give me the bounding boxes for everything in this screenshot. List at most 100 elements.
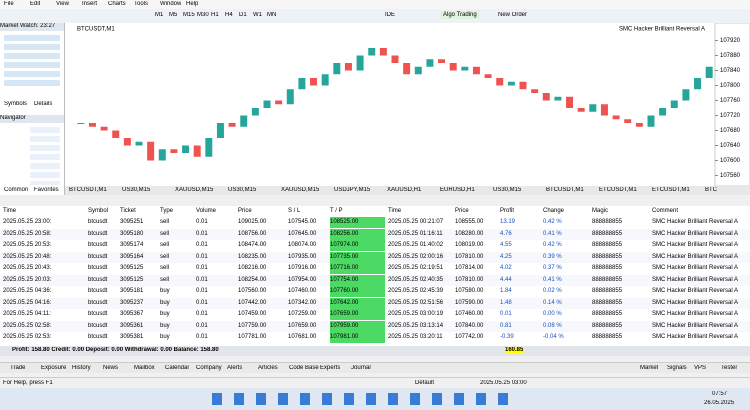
order-button[interactable]: New Order xyxy=(498,12,528,18)
timeframe-button[interactable]: M1 xyxy=(155,12,164,18)
column-header: Magic xyxy=(592,208,609,214)
date: 26.05.2025 xyxy=(704,400,735,406)
table-cell: btcusdt xyxy=(88,219,108,225)
bottom-tab[interactable]: Journal xyxy=(351,365,371,371)
menu-item[interactable]: Edit xyxy=(30,1,41,7)
bottom-tab[interactable]: Mailbox xyxy=(134,365,155,371)
chart-tab[interactable]: XAUUSD,M15 xyxy=(281,187,320,193)
timeframe-button[interactable]: H4 xyxy=(225,12,233,18)
table-cell: 0.41 % xyxy=(543,230,562,237)
timeframe-button[interactable]: H1 xyxy=(211,12,219,18)
chart-tab[interactable]: ETCUSDT,M1 xyxy=(599,187,637,193)
table-cell: 107580.00 xyxy=(455,288,484,294)
summary-total: 160.85 xyxy=(505,347,524,353)
menu-item[interactable]: Insert xyxy=(82,1,98,7)
bottom-tab[interactable]: Articles xyxy=(258,365,278,371)
bottom-tab[interactable]: News xyxy=(103,365,119,371)
bottom-tab[interactable]: Alerts xyxy=(227,365,243,371)
bottom-tab[interactable]: Trade xyxy=(10,365,26,371)
tab[interactable]: Symbols xyxy=(4,101,28,107)
table-cell: 3095181 xyxy=(120,288,144,294)
menu-item[interactable]: Help xyxy=(186,1,199,7)
candle xyxy=(112,130,120,138)
menu-item[interactable]: Window xyxy=(160,1,182,7)
candle xyxy=(88,123,96,127)
chart-tab[interactable]: US30,M15 xyxy=(228,187,257,193)
chart-tab[interactable]: BTCUSDT,M1 xyxy=(546,187,584,193)
chart-tab[interactable]: BTC xyxy=(705,187,717,193)
table-cell: 2025.05.25 04:11: xyxy=(3,311,51,317)
timeframe-button[interactable]: D1 xyxy=(239,12,247,18)
table-cell: 0.42 % xyxy=(543,242,562,248)
table-cell: 0.08 % xyxy=(543,322,562,329)
candle xyxy=(438,59,446,63)
bottom-tabs: Trade Exposure History News Mailbox Calendar C… xyxy=(0,362,750,373)
right-tab[interactable]: VPS xyxy=(694,365,707,371)
timeframe-button[interactable]: M30 xyxy=(197,12,209,18)
right-tab[interactable]: Market xyxy=(640,365,659,371)
chart-tab[interactable]: US30,M15 xyxy=(493,187,522,193)
bottom-tab[interactable]: Exposure xyxy=(41,365,67,371)
timeframe-button[interactable]: M15 xyxy=(183,12,195,18)
chart-tab[interactable]: US30,M15 xyxy=(122,187,151,193)
menu-item[interactable]: File xyxy=(4,1,14,7)
chart: SMC Hacker Brilliant Reversal A BTCUSDT,… xyxy=(65,23,750,186)
table-cell: 0.02 % xyxy=(543,288,562,294)
candle xyxy=(298,78,306,90)
ide-button[interactable]: IDE xyxy=(385,12,396,18)
table-cell: 888888855 xyxy=(592,230,623,237)
menu-item[interactable]: Tools xyxy=(134,1,149,7)
table-cell: 107659.00 xyxy=(288,322,317,329)
table-cell: SMC Hacker Brilliant Reversal A xyxy=(652,334,739,340)
candle xyxy=(414,66,422,75)
chart-tab[interactable]: ETCUSDT,M1 xyxy=(652,187,690,193)
chart-tab[interactable]: XAUUSD,H1 xyxy=(387,187,422,193)
y-tick-label: 107920 xyxy=(720,38,741,44)
table-cell: btcusdt xyxy=(88,230,108,237)
column-header: Ticket xyxy=(120,208,136,214)
bottom-tab[interactable]: Calendar xyxy=(165,365,190,371)
table-cell: 2025.05.25 02:00:16 xyxy=(388,253,444,260)
table-cell: 107645.00 xyxy=(288,230,317,237)
right-tab[interactable]: Tester xyxy=(721,365,738,371)
table-cell: 3095367 xyxy=(120,311,144,317)
table-cell: SMC Hacker Brilliant Reversal A xyxy=(652,288,739,294)
timeframe-button[interactable]: W1 xyxy=(253,12,262,18)
chart-tab[interactable]: EURUSD,H1 xyxy=(440,187,475,193)
bottom-tab[interactable]: Experts xyxy=(320,365,341,371)
chart-tab[interactable]: USDJPY,M15 xyxy=(334,187,371,193)
table-cell: 2025.05.25 20:58: xyxy=(3,230,52,237)
candle xyxy=(705,66,713,78)
column-header: Price xyxy=(455,208,469,214)
table-cell: 2025.05.25 03:13:14 xyxy=(388,322,444,329)
timeframe-button[interactable]: M5 xyxy=(169,12,178,18)
price-axis xyxy=(714,23,750,186)
table-cell: 108254.00 xyxy=(238,276,267,283)
table-cell: SMC Hacker Brilliant Reversal A xyxy=(652,253,739,260)
right-tab[interactable]: Signals xyxy=(667,365,687,371)
navigator-list xyxy=(30,127,60,185)
table-cell: SMC Hacker Brilliant Reversal A xyxy=(652,311,739,317)
algo-button[interactable]: Algo Trading xyxy=(440,11,480,19)
table-cell: SMC Hacker Brilliant Reversal A xyxy=(652,299,739,306)
table-cell: 2025.05.25 20:48: xyxy=(3,253,52,260)
candle xyxy=(193,145,201,157)
chart-tab[interactable]: XAUUSD,M15 xyxy=(175,187,214,193)
tab[interactable]: Details xyxy=(34,101,53,107)
candle xyxy=(472,66,480,75)
table-cell: 2025.05.25 01:16:11 xyxy=(388,230,443,237)
table-cell: 888888855 xyxy=(592,276,623,283)
bottom-tab[interactable]: History xyxy=(72,365,91,371)
chart-tab[interactable]: BTCUSDT,M1 xyxy=(69,187,107,193)
menu-item[interactable]: View xyxy=(56,1,69,7)
tab[interactable]: Favorites xyxy=(34,187,59,193)
bottom-tab[interactable]: Code Base xyxy=(289,365,319,371)
candle xyxy=(158,149,166,161)
table-cell: sell xyxy=(160,219,170,225)
table-cell: 2025.05.25 02:40:35 xyxy=(388,276,444,283)
bottom-tab[interactable]: Company xyxy=(196,365,222,371)
table-cell: 3095361 xyxy=(120,322,144,329)
tab[interactable]: Common xyxy=(4,187,29,193)
menu-item[interactable]: Charts xyxy=(108,1,126,7)
timeframe-button[interactable]: MN xyxy=(267,12,277,18)
